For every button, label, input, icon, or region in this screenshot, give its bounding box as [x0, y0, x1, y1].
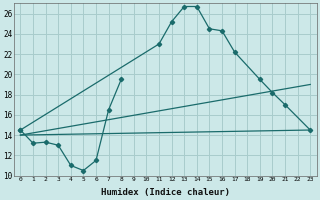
- X-axis label: Humidex (Indice chaleur): Humidex (Indice chaleur): [101, 188, 230, 197]
